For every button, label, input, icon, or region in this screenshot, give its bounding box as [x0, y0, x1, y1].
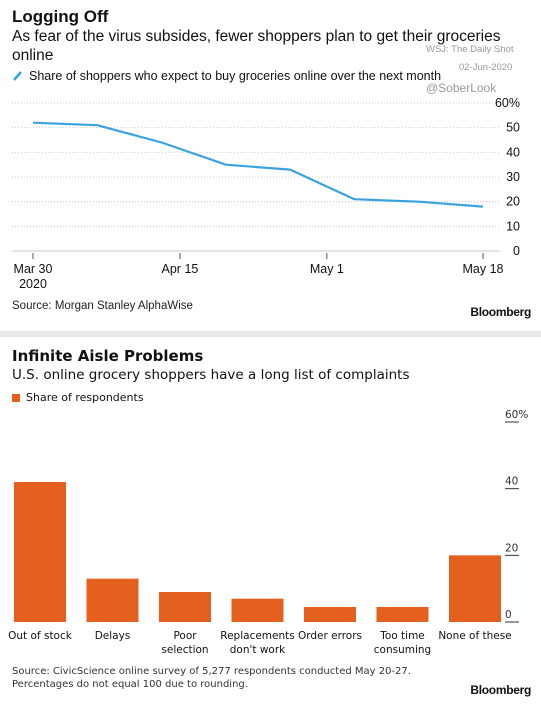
y-tick-label: 20 — [505, 542, 518, 554]
x-category-label: None of these — [438, 630, 511, 642]
line-chart-panel: Logging Off As fear of the virus subside… — [0, 0, 541, 333]
bar — [159, 592, 211, 622]
chart-subtitle: U.S. online grocery shoppers have a long… — [12, 367, 410, 383]
bar — [231, 598, 284, 622]
watermark-handle: @SoberLook — [424, 81, 499, 95]
chart-title: Infinite Aisle Problems — [12, 347, 204, 365]
y-tick-label: 20 — [506, 195, 520, 209]
bloomberg-logo: Bloomberg — [470, 305, 531, 319]
panel-divider — [0, 331, 541, 338]
chart-legend: Share of respondents — [12, 391, 144, 404]
bar — [14, 482, 66, 622]
x-category-label: consuming — [374, 644, 431, 656]
legend-swatch — [12, 393, 20, 402]
legend-line-mark — [13, 71, 22, 81]
y-tick-label: 50 — [506, 121, 520, 135]
bar — [304, 607, 356, 622]
series-line — [32, 121, 484, 208]
chart-legend: Share of shoppers who expect to buy groc… — [12, 69, 441, 83]
watermark-source: WSJ: The Daily Shot — [426, 44, 514, 55]
x-tick-label: Mar 30 — [14, 262, 53, 276]
chart-title: Logging Off — [12, 7, 109, 26]
y-tick-label: 60% — [495, 96, 520, 110]
y-tick-label: 10 — [506, 219, 520, 233]
y-tick-label: 40 — [506, 145, 520, 159]
chart-subtitle: As fear of the virus subsides, fewer sho… — [12, 28, 501, 64]
x-category-label: Too time — [379, 630, 425, 642]
bar — [86, 578, 139, 622]
x-tick-label: Apr 15 — [162, 262, 199, 276]
chart-source: Source: Morgan Stanley AlphaWise — [12, 300, 193, 312]
watermark-date: 02-Jun-2020 — [459, 62, 513, 73]
legend-label: Share of respondents — [26, 391, 144, 404]
legend-label: Share of shoppers who expect to buy groc… — [29, 69, 442, 83]
y-tick-label: 30 — [506, 170, 520, 184]
bar-chart-panel: Infinite Aisle Problems U.S. online groc… — [0, 337, 541, 708]
bar — [449, 555, 501, 622]
x-category-label: Out of stock — [8, 630, 73, 642]
x-category-label: Delays — [95, 630, 131, 642]
y-tick-label: 40 — [505, 476, 518, 488]
x-tick-label: May 18 — [463, 262, 504, 276]
bloomberg-logo: Bloomberg — [470, 683, 531, 697]
x-category-label: don't work — [230, 644, 286, 656]
x-category-label: Order errors — [298, 630, 362, 642]
x-category-label: Replacements — [220, 630, 294, 642]
x-category-label: selection — [161, 644, 208, 656]
bar — [376, 607, 429, 622]
y-tick-label: 60% — [505, 409, 528, 421]
legend-line-swatch — [13, 71, 22, 81]
y-tick-label: 0 — [505, 609, 512, 621]
bar-chart: 0 20 40 60% Out of stock Delays Poor selection R… — [8, 409, 528, 656]
x-tick-sublabel: 2020 — [19, 277, 47, 291]
x-tick-label: May 1 — [310, 262, 344, 276]
x-category-label: Poor — [173, 630, 197, 642]
chart-source: Source: CivicScience online survey of 5,… — [12, 666, 411, 690]
y-tick-label: 0 — [513, 244, 520, 258]
